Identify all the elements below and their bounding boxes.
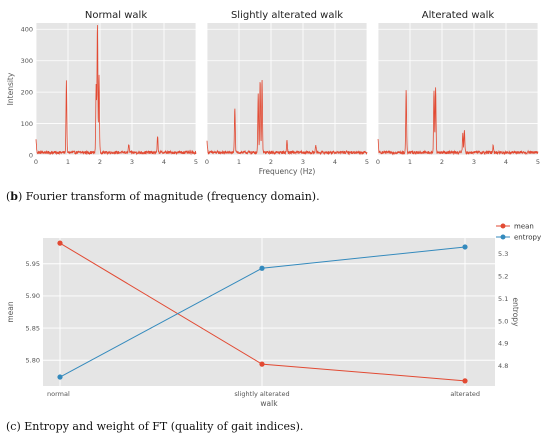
spectrum-line: [377, 87, 539, 156]
plot-area: [207, 23, 367, 155]
y-tick-label-right: 5.1: [498, 295, 508, 303]
tick-labels: 0 1 2 3 4 5: [205, 158, 369, 166]
y-tick-label: 300: [21, 57, 33, 65]
x-tick-label: 1: [66, 158, 70, 166]
point-entropy: [462, 244, 468, 250]
y-tick-label-right: 5.3: [498, 250, 508, 258]
x-tick-label: 4: [504, 158, 508, 166]
caption-b: (b) Fourier transform of magnitude (freq…: [6, 190, 320, 203]
x-axis-label: Frequency (Hz): [259, 167, 316, 176]
series: [57, 240, 468, 384]
spectrum-panel-alterated-walk: 0 1 2 3 4 5 Alterated walk: [376, 10, 540, 166]
panel-title: Normal walk: [85, 10, 147, 21]
x-tick-label: 1: [408, 158, 412, 166]
tick-labels: 5.80 5.85 5.90 5.95 4.8 4.9 5.0 5.1 5.2 5.3 normal…: [26, 250, 509, 398]
point-entropy: [57, 374, 63, 380]
point-mean: [57, 240, 63, 246]
mean-entropy-chart: 5.80 5.85 5.90 5.95 4.8 4.9 5.0 5.1 5.2 5.3 normal…: [6, 223, 541, 409]
y-axis-label-left: mean: [6, 301, 15, 323]
point-mean: [259, 361, 265, 367]
x-tick-label: 0: [376, 158, 380, 166]
x-tick-label: 0: [205, 158, 209, 166]
y-tick-label-left: 5.90: [26, 292, 40, 300]
x-tick-label: 5: [194, 158, 198, 166]
plot-area: [36, 23, 196, 155]
point-entropy: [259, 265, 265, 271]
x-tick-label: 3: [301, 158, 305, 166]
x-tick-label: 3: [130, 158, 134, 166]
legend: mean entropy: [496, 223, 541, 242]
x-tick-label: 4: [162, 158, 166, 166]
tick-labels: 0 1 2 3 4 5 0 100 200 300 400: [21, 26, 198, 166]
point-mean: [462, 378, 468, 384]
spectrum-panel-normal-walk: 0 1 2 3 4 5 0 100 200 300 400 Normal walk Intensit…: [6, 10, 198, 166]
x-tick-label: 4: [333, 158, 337, 166]
x-tick-label: slightly alterated: [234, 390, 289, 398]
spectrum-panel-slightly-alterated-walk: 0 1 2 3 4 5 Slightly alterated walk Frequency…: [205, 10, 369, 176]
legend-mean-label: mean: [514, 223, 534, 231]
x-tick-label: 2: [98, 158, 102, 166]
caption-c-text: Entropy and weight of FT (quality of gai…: [24, 420, 304, 433]
caption-b-letter: b: [10, 190, 18, 203]
panel-title: Slightly alterated walk: [231, 10, 343, 21]
legend-entropy-marker: [500, 234, 506, 240]
plot-area: [43, 238, 495, 386]
y-tick-label: 0: [29, 151, 33, 159]
spectrum-line: [206, 79, 368, 156]
x-tick-label: 2: [440, 158, 444, 166]
grid: [206, 23, 368, 156]
y-tick-label-left: 5.80: [26, 357, 40, 365]
spectrum-line: [35, 25, 197, 156]
x-tick-label: 3: [472, 158, 476, 166]
caption-c: (c) Entropy and weight of FT (quality of…: [6, 420, 304, 433]
y-tick-label-left: 5.95: [26, 260, 40, 268]
y-tick-label-right: 5.0: [498, 317, 508, 325]
legend-mean-marker: [500, 223, 506, 229]
tick-labels: 0 1 2 3 4 5: [376, 158, 540, 166]
grid: [43, 238, 495, 386]
y-tick-label-right: 5.2: [498, 272, 508, 280]
x-tick-label: 0: [34, 158, 38, 166]
panel-title: Alterated walk: [422, 10, 495, 21]
x-tick-label: 2: [269, 158, 273, 166]
grid: [35, 23, 197, 156]
y-tick-label-right: 4.9: [498, 340, 508, 348]
caption-b-text: Fourier transform of magnitude (frequenc…: [25, 190, 320, 203]
x-tick-label: alterated: [450, 390, 480, 398]
y-tick-label-right: 4.8: [498, 362, 508, 370]
x-tick-label: 1: [237, 158, 241, 166]
legend-entropy-label: entropy: [514, 234, 541, 242]
y-tick-label: 100: [21, 120, 33, 128]
x-tick-label: normal: [47, 390, 70, 398]
y-tick-label: 200: [21, 88, 33, 96]
grid: [377, 23, 539, 156]
plot-area: [378, 23, 538, 155]
y-tick-label: 400: [21, 26, 33, 34]
x-tick-label: 5: [365, 158, 369, 166]
x-axis-label: walk: [260, 399, 278, 408]
y-tick-label-left: 5.85: [26, 324, 40, 332]
x-tick-label: 5: [536, 158, 540, 166]
y-axis-label: Intensity: [6, 72, 15, 105]
caption-c-letter: c: [10, 420, 17, 433]
y-axis-label-right: entropy: [511, 297, 520, 327]
